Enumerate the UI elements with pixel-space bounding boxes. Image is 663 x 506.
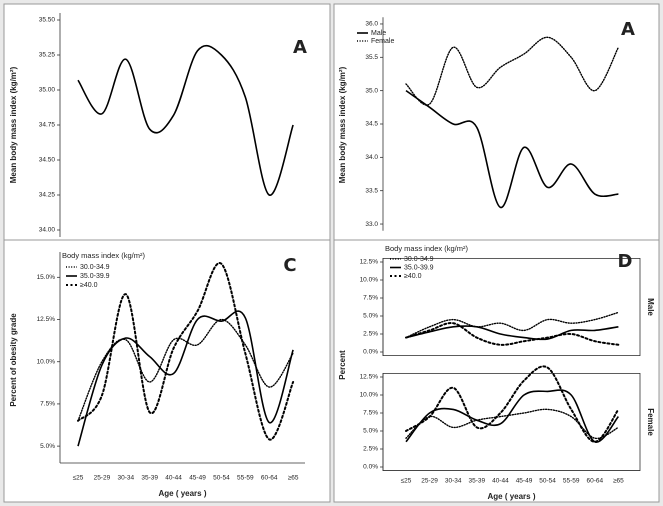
y-tick-label: 5.0%: [40, 443, 55, 450]
y-tick-label: 35.00: [39, 87, 56, 94]
y-axis-label: Percent: [338, 350, 347, 380]
x-tick-label: ≥65: [288, 475, 299, 482]
x-tick-label: 55-59: [563, 478, 580, 485]
y-tick-label: 12.5%: [37, 316, 56, 323]
x-tick-label: ≥65: [613, 478, 624, 485]
x-tick-label: 30-34: [445, 478, 462, 485]
y-tick-label: 34.50: [39, 157, 56, 164]
y-tick-label: 2.5%: [363, 446, 378, 453]
y-tick-label: 33.5: [365, 187, 378, 194]
x-tick-label: 35-39: [468, 478, 485, 485]
legend-title: Body mass index (kg/m²): [385, 244, 468, 253]
y-tick-label: 7.5%: [363, 295, 378, 302]
y-tick-label: 7.5%: [40, 401, 55, 408]
y-tick-label: 34.00: [39, 227, 56, 234]
y-tick-label: 35.50: [39, 17, 56, 24]
facet-label: Female: [646, 408, 655, 436]
panel-letter: A: [621, 19, 635, 40]
y-tick-label: 34.75: [39, 122, 56, 129]
y-tick-label: 35.0: [365, 87, 378, 94]
panel: [3, 3, 331, 241]
x-tick-label: 45-49: [189, 475, 206, 482]
y-tick-label: 12.5%: [360, 259, 379, 266]
x-axis-label: Age ( years ): [487, 492, 535, 501]
line: [405, 365, 620, 443]
x-tick-label: 30-34: [117, 475, 134, 482]
x-tick-label: ≤25: [73, 475, 84, 482]
panel-letter: A: [293, 37, 307, 58]
y-tick-label: 5.0%: [363, 313, 378, 320]
line: [77, 262, 295, 441]
legend-label: 35.0-39.9: [80, 273, 110, 280]
y-tick-label: 33.0: [365, 221, 378, 228]
legend-label: 35.0-39.9: [404, 264, 434, 271]
y-tick-label: 34.5: [365, 121, 378, 128]
y-tick-label: 10.0%: [360, 392, 379, 399]
line: [405, 322, 620, 346]
x-tick-label: 25-29: [94, 475, 111, 482]
x-tick-label: 40-44: [492, 478, 509, 485]
facet-label: Male: [646, 298, 655, 316]
legend-label: 30.0-34.9: [80, 264, 110, 271]
x-tick-label: 45-49: [516, 478, 533, 485]
x-tick-label: 40-44: [165, 475, 182, 482]
line: [405, 408, 620, 440]
line: [405, 311, 620, 339]
x-axis-label: Age ( years ): [158, 489, 206, 498]
x-tick-label: 25-29: [421, 478, 438, 485]
y-tick-label: 36.0: [365, 21, 378, 28]
line: [77, 44, 294, 196]
legend-label: Female: [371, 38, 394, 45]
y-tick-label: 2.5%: [363, 331, 378, 338]
line: [405, 389, 620, 443]
y-tick-label: 7.5%: [363, 410, 378, 417]
panel: [333, 3, 660, 241]
line: [405, 90, 619, 209]
x-tick-label: 35-39: [141, 475, 158, 482]
legend-label: ≥40.0: [80, 282, 98, 289]
y-tick-label: 15.0%: [37, 274, 56, 281]
legend-label: Male: [371, 30, 386, 37]
panel-letter: D: [618, 251, 633, 272]
y-tick-label: 34.25: [39, 192, 56, 199]
y-tick-label: 10.0%: [360, 277, 379, 284]
y-tick-label: 35.25: [39, 52, 56, 59]
y-axis-label: Percent of obesity grade: [9, 313, 18, 407]
line: [405, 325, 619, 341]
x-tick-label: 60-64: [586, 478, 603, 485]
y-tick-label: 0.0%: [363, 349, 378, 356]
legend-label: 30.0-34.9: [404, 256, 434, 263]
x-tick-label: 55-59: [237, 475, 254, 482]
y-tick-label: 5.0%: [363, 428, 378, 435]
y-tick-label: 35.5: [365, 54, 378, 61]
y-axis-label: Mean body mass index (kg/m²): [9, 66, 18, 183]
y-tick-label: 10.0%: [37, 358, 56, 365]
y-tick-label: 12.5%: [360, 374, 379, 381]
line: [405, 36, 620, 106]
panel-letter: C: [283, 255, 296, 276]
y-axis-label: Mean body mass index (kg/m²): [338, 66, 347, 183]
x-tick-label: ≤25: [401, 478, 412, 485]
x-tick-label: 50-54: [539, 478, 556, 485]
x-tick-label: 60-64: [261, 475, 278, 482]
legend-title: Body mass index (kg/m²): [62, 251, 145, 260]
x-tick-label: 50-54: [213, 475, 230, 482]
legend-label: ≥40.0: [404, 273, 422, 280]
y-tick-label: 0.0%: [363, 464, 378, 471]
y-tick-label: 34.0: [365, 154, 378, 161]
panel: [333, 239, 660, 503]
